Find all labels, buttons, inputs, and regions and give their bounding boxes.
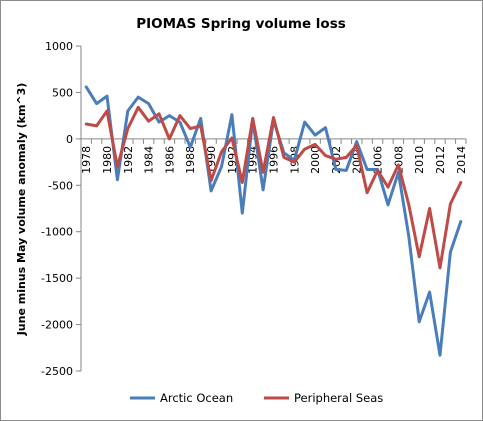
x-tick-label: 2008 — [392, 146, 405, 174]
series-line-arctic-ocean — [84, 85, 463, 357]
x-tick-label: 2010 — [413, 146, 426, 174]
x-tick-label: 1982 — [122, 146, 135, 174]
x-tick-label: 1988 — [184, 146, 197, 174]
plot-area: 1000 500 0 -500 -1000 -1500 -2000 -2500 1978 1980… — [41, 40, 468, 378]
x-tick-label: 1986 — [163, 146, 176, 174]
x-tick-label: 2006 — [372, 146, 385, 174]
x-tick-label: 2000 — [309, 146, 322, 174]
series-line-peripheral-seas — [84, 105, 463, 270]
legend-label-arctic-ocean: Arctic Ocean — [160, 391, 233, 405]
x-tick-label: 1996 — [268, 146, 281, 174]
y-tick-label: -1000 — [41, 226, 73, 239]
legend-label-peripheral-seas: Peripheral Seas — [294, 391, 383, 405]
chart-title: PIOMAS Spring volume loss — [136, 16, 346, 32]
y-tick-label: -500 — [48, 179, 73, 192]
x-tick-label: 1980 — [101, 146, 114, 174]
y-tick-label: -1500 — [41, 272, 73, 285]
y-tick-label: -2500 — [41, 365, 73, 378]
x-tick-label: 2012 — [434, 146, 447, 174]
legend: Arctic Ocean Peripheral Seas — [130, 391, 383, 405]
y-axis-label: June minus May volume anomaly (km^3) — [15, 83, 28, 337]
x-tick-label: 1984 — [143, 146, 156, 174]
x-tick-label: 2014 — [455, 146, 468, 174]
y-tick-label: 1000 — [45, 40, 73, 53]
x-tick-label: 1978 — [80, 146, 93, 174]
y-tick-label: 0 — [66, 133, 73, 146]
y-tick-label: 500 — [52, 86, 73, 99]
y-tick-label: -2000 — [41, 319, 73, 332]
